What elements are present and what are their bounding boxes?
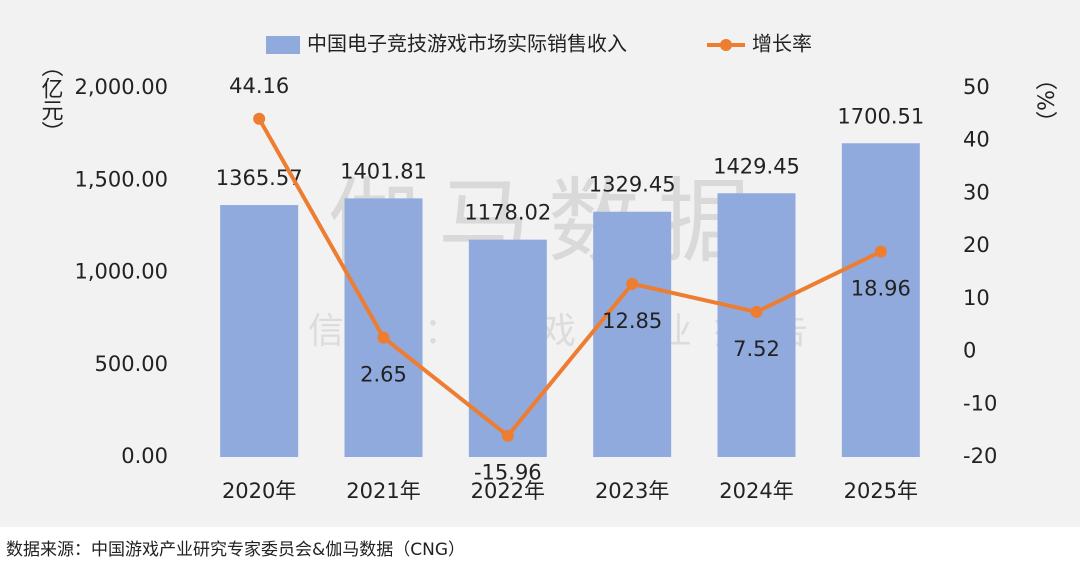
- bar-value-label: 1329.45: [589, 173, 676, 197]
- y2-tick-label: 40: [963, 128, 990, 152]
- growth-line: [257, 117, 882, 439]
- y2-tick-label: -10: [963, 391, 997, 415]
- y-tick-label: 1,000.00: [74, 260, 168, 284]
- y-tick-label: 0.00: [121, 444, 168, 468]
- x-tick-label: 2021年: [346, 479, 420, 503]
- bar: [220, 205, 299, 457]
- line-value-label: 18.96: [851, 277, 911, 301]
- line-value-label: 7.52: [733, 337, 780, 361]
- line-point: [501, 429, 514, 442]
- x-tick-label: 2022年: [471, 479, 545, 503]
- y2-tick-label: -20: [963, 444, 997, 468]
- bar: [593, 211, 672, 457]
- y-tick-label: 1,500.00: [74, 167, 168, 191]
- y2-tick-label: 30: [963, 180, 990, 204]
- bar-value-label: 1700.51: [837, 104, 924, 128]
- legend-label: 增长率: [752, 32, 812, 56]
- x-tick-label: 2023年: [595, 479, 669, 503]
- y2-tick-label: 0: [963, 339, 976, 363]
- bar-value-label: 1401.81: [340, 159, 427, 183]
- bar-value-label: 1178.02: [464, 201, 551, 225]
- line-point: [750, 305, 763, 318]
- source-note: 数据来源：中国游戏产业研究专家委员会&伽马数据（CNG）: [6, 540, 465, 560]
- bar-value-label: 1429.45: [713, 154, 800, 178]
- bar: [717, 193, 796, 457]
- legend-swatch: [266, 36, 300, 54]
- y-tick-label: 500.00: [95, 352, 168, 376]
- line-value-label: 12.85: [602, 309, 662, 333]
- line-value-label: -15.96: [474, 461, 542, 485]
- x-tick-label: 2020年: [222, 479, 296, 503]
- y2-tick-label: 50: [963, 75, 990, 99]
- x-tick-label: 2025年: [844, 479, 918, 503]
- line-point: [626, 277, 639, 290]
- bar: [344, 198, 423, 457]
- y2-tick-label: 10: [963, 286, 990, 310]
- y-tick-label: 2,000.00: [74, 75, 168, 99]
- y2-tick-label: 20: [963, 233, 990, 257]
- bar: [841, 143, 920, 457]
- line-point: [253, 112, 266, 125]
- legend-label: 中国电子竞技游戏市场实际销售收入: [307, 32, 627, 56]
- line-point: [874, 245, 887, 258]
- line-point: [377, 331, 390, 344]
- line-value-label: 2.65: [360, 363, 407, 387]
- line-value-label: 44.16: [229, 74, 289, 98]
- bar: [468, 239, 547, 457]
- x-tick-label: 2024年: [719, 479, 793, 503]
- y-axis-label: （亿元）: [38, 55, 64, 143]
- y2-axis-label: （%）: [1032, 68, 1058, 133]
- legend-swatch: [720, 39, 732, 51]
